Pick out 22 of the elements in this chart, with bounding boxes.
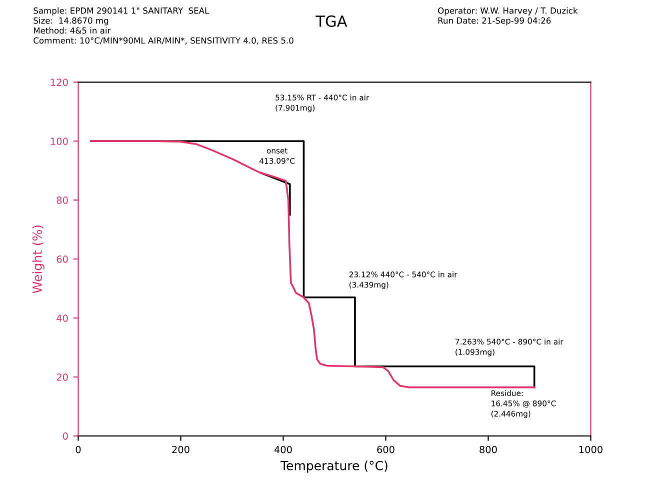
y-tick-label: 80 (56, 196, 68, 204)
x-tick-label: 0 (76, 446, 81, 454)
x-tick-label: 800 (480, 446, 497, 454)
y-tick-label: 60 (56, 256, 68, 263)
y-tick-label: 0 (62, 432, 68, 440)
text: Run Date: 21-Sep-99 04:26 (438, 17, 551, 26)
text: Sample: EPDM 290141 1" SANITARY SEAL (34, 7, 210, 16)
x-tick-label: 1000 (579, 446, 602, 454)
y-axis-title: Weight (%) (32, 226, 44, 294)
x-tick-label: 400 (274, 446, 292, 454)
x-tick-label: 600 (377, 446, 394, 454)
y-tick-label: 20 (56, 373, 68, 381)
text: Comment: 10°C/MIN*90ML AIR/MIN*, SENSITIVITY 4.0, RES 5.0 (34, 37, 294, 44)
y-tick-label: 40 (56, 314, 68, 322)
text: Operator: W.W. Harvey / T. Duzick (438, 7, 578, 16)
chart-title: TGA (316, 15, 348, 27)
x-axis-title: Temperature (°C) (280, 460, 388, 473)
text: Method: 4&5 in air (34, 27, 111, 34)
text: Size: 14.8670 mg (34, 17, 108, 26)
x-tick-label: 200 (172, 446, 190, 454)
y-tick-label: 120 (51, 78, 68, 86)
y-tick-label: 100 (51, 138, 68, 145)
